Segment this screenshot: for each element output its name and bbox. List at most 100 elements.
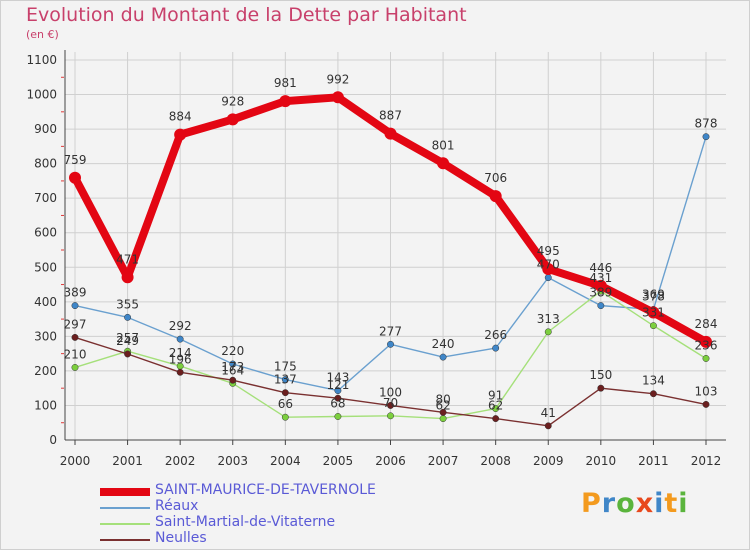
data-label: 62 [435,399,450,413]
proxiti-logo: Proxiti [581,488,689,519]
data-label: 210 [64,347,87,361]
data-point [334,394,342,402]
data-point [69,171,81,184]
data-point [387,340,394,348]
data-point [226,113,239,126]
data-label: 878 [695,117,718,131]
data-label: 801 [432,138,455,152]
data-label: 369 [642,288,665,302]
data-label: 884 [169,110,192,124]
legend-label: Réaux [155,498,199,514]
y-tick-label: 900 [34,122,57,136]
data-point [387,412,394,420]
data-point [71,364,79,371]
data-point [124,313,132,321]
data-label: 121 [326,378,349,392]
data-label: 981 [274,76,297,90]
legend-swatch [100,507,150,509]
x-tick-label: 2000 [60,454,91,468]
data-point [542,263,555,275]
data-point [281,413,289,421]
legend-label: Saint-Martial-de-Vitaterne [155,514,336,530]
y-tick-label: 100 [34,398,57,412]
data-label: 928 [221,94,244,108]
data-point [702,355,710,362]
data-point [281,376,289,383]
data-point [229,360,237,368]
x-tick-label: 2006 [375,454,406,468]
data-point [124,350,132,358]
data-label: 66 [278,397,293,411]
y-tick-label: 1000 [26,88,57,102]
data-point [176,335,184,343]
data-label: 431 [589,271,612,285]
chart-title: Evolution du Montant de la Dette par Hab… [26,4,467,26]
data-label: 887 [379,109,402,123]
data-point [544,274,552,282]
y-tick-label: 400 [34,295,57,309]
data-label: 446 [589,261,612,275]
logo-letter: o [616,488,636,519]
data-label: 196 [169,352,192,366]
data-label: 495 [537,244,560,258]
data-point [439,415,447,423]
data-point [71,302,79,310]
data-point [597,302,605,310]
data-label: 249 [116,334,139,348]
data-label: 175 [274,360,297,374]
data-point [702,133,710,141]
x-tick-label: 2012 [691,454,722,468]
data-point [387,402,394,409]
data-label: 236 [695,338,718,352]
data-point [492,344,500,352]
data-label: 164 [221,363,244,377]
data-label: 62 [488,399,503,413]
data-point [544,328,552,336]
data-label: 355 [116,297,139,311]
y-tick-label: 200 [34,364,57,378]
logo-letter: i [678,488,689,519]
grid-lines [65,52,726,440]
data-label: 150 [589,368,612,382]
x-tick-label: 2003 [217,454,248,468]
y-tick-label: 1100 [26,53,57,67]
data-label: 759 [64,153,87,167]
data-point [649,390,657,398]
data-label: 70 [383,396,398,410]
x-tick-label: 2004 [270,454,301,468]
data-label: 297 [64,317,87,331]
data-point [384,127,397,140]
series-layer [69,91,712,430]
data-label: 378 [642,289,665,303]
x-tick-label: 2002 [165,454,196,468]
data-label: 143 [326,371,349,385]
y-tick-label: 0 [49,433,57,447]
data-label: 266 [484,328,507,342]
data-label: 292 [169,319,192,333]
logo-letter: i [654,488,665,519]
logo-letter: r [601,488,617,519]
axes: 0 100 200 300 400 500 600 700 800 900 1000 1100 2000… [26,50,726,468]
data-point [702,400,710,408]
data-point [437,157,450,170]
x-tick-label: 2001 [112,454,143,468]
data-label: 80 [435,392,450,406]
x-tick-label: 2008 [480,454,511,468]
data-point [279,95,292,108]
data-label: 68 [330,397,345,411]
data-point [700,335,712,348]
data-point [594,279,607,292]
data-label: 471 [116,252,139,266]
data-label: 992 [326,72,349,86]
data-label: 173 [221,360,244,374]
data-point [492,415,500,423]
data-label: 389 [589,286,612,300]
data-label: 220 [221,344,244,358]
y-tick-label: 500 [34,260,57,274]
y-tick-label: 600 [34,226,57,240]
legend-swatch [100,523,150,525]
data-point [647,306,660,319]
data-label: 137 [274,373,297,387]
data-point [489,190,502,203]
